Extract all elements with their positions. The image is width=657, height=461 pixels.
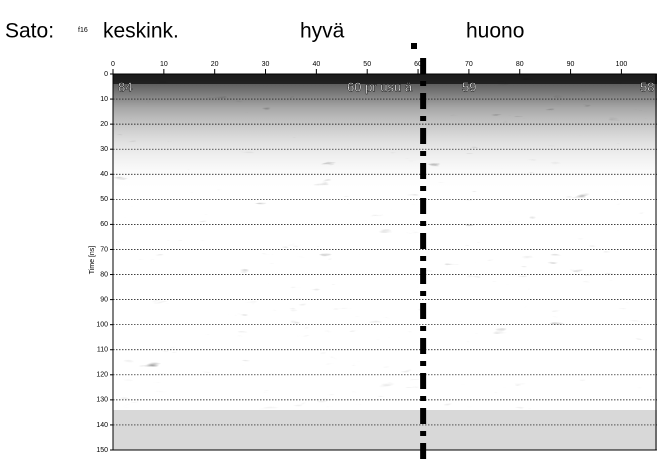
trace-annotation: 58: [640, 79, 654, 94]
y-tick-label: 130: [96, 397, 108, 404]
y-tick-label: 90: [100, 296, 108, 303]
section-label: keskink.: [103, 20, 179, 43]
y-tick-label: 140: [96, 422, 108, 429]
y-tick-label: 0: [104, 71, 108, 78]
x-tick-label: 30: [262, 61, 270, 68]
y-tick-label: 150: [96, 447, 108, 454]
y-tick-label: 120: [96, 372, 108, 379]
y-tick-label: 30: [100, 146, 108, 153]
x-tick-label: 50: [363, 61, 371, 68]
y-tick-label: 80: [100, 271, 108, 278]
section-label: hyvä: [300, 20, 345, 43]
trace-annotation: 84: [118, 79, 132, 94]
radargram-shading: [113, 74, 657, 410]
y-tick-label: 60: [100, 221, 108, 228]
trace-annotation: 60 pr usu ä: [347, 79, 413, 94]
site-code: f16: [78, 27, 88, 34]
y-tick-label: 100: [96, 322, 108, 329]
y-tick-label: 70: [100, 246, 108, 253]
y-axis-label: Time [ns]: [89, 246, 96, 275]
marker-square: [411, 43, 417, 49]
site-label: Sato:: [5, 20, 54, 43]
y-tick-label: 50: [100, 196, 108, 203]
surface-band: [113, 74, 657, 84]
y-tick-label: 40: [100, 171, 108, 178]
no-data-band: [113, 410, 657, 450]
trace-annotation: 59: [462, 79, 476, 94]
section-label: huono: [466, 20, 524, 43]
x-tick-label: 40: [312, 61, 320, 68]
y-tick-label: 110: [97, 347, 108, 354]
x-tick-label: 90: [567, 61, 575, 68]
y-tick-label: 10: [100, 96, 108, 103]
x-tick-label: 70: [465, 61, 473, 68]
x-tick-label: 60: [414, 61, 422, 68]
x-tick-label: 10: [160, 61, 168, 68]
x-tick-label: 0: [111, 61, 115, 68]
x-tick-label: 20: [211, 61, 219, 68]
x-tick-label: 100: [616, 61, 628, 68]
y-tick-label: 20: [100, 121, 108, 128]
x-tick-label: 80: [516, 61, 524, 68]
